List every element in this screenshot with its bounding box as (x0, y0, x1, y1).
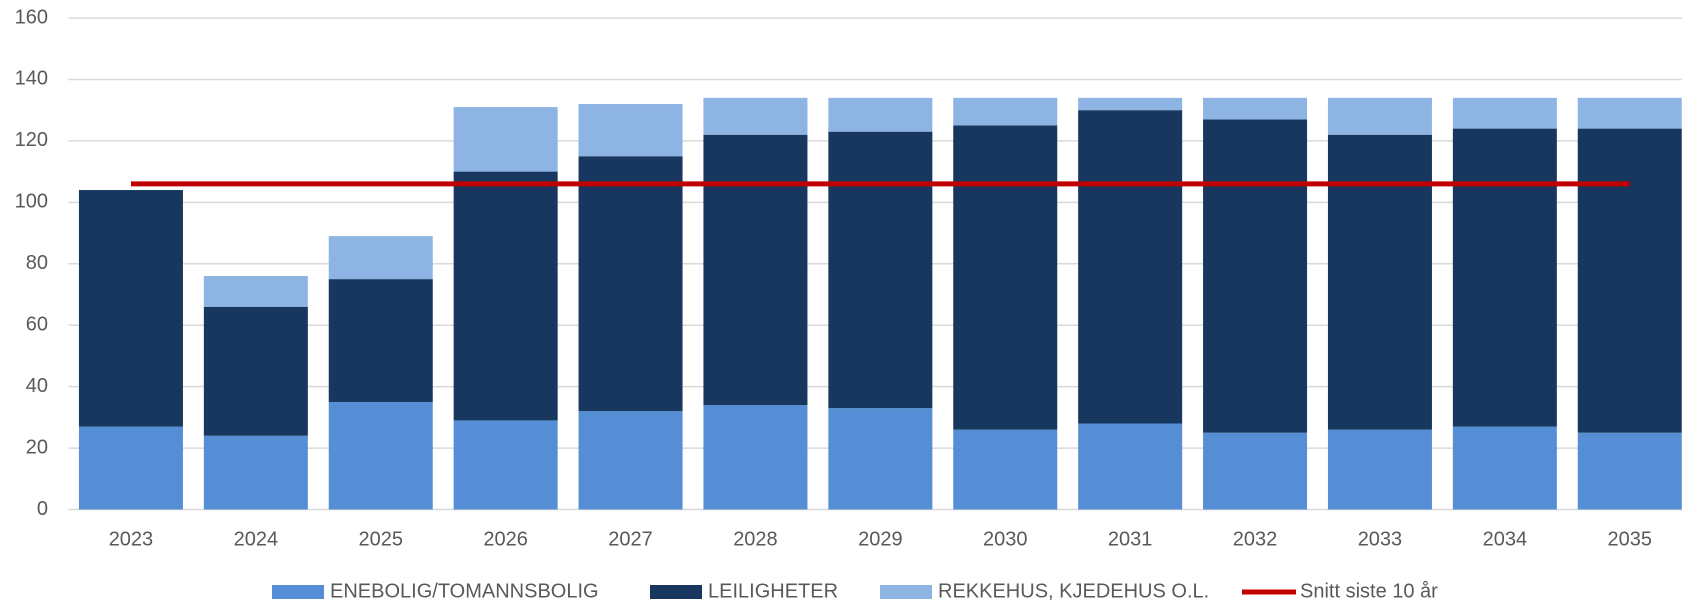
bar-segment (703, 97, 808, 135)
bar-segment (453, 107, 558, 172)
x-tick-label: 2025 (359, 528, 404, 550)
bar-segment (1577, 128, 1682, 433)
x-tick-label: 2024 (234, 528, 279, 550)
bar-segment (1327, 134, 1432, 430)
x-tick-label: 2030 (983, 528, 1028, 550)
bar-segment (1078, 97, 1183, 111)
bar-segment (1203, 97, 1308, 120)
legend-swatch (650, 585, 702, 599)
x-tick-label: 2028 (733, 528, 778, 550)
bar-segment (78, 190, 183, 427)
bar-segment (453, 420, 558, 510)
bar-segment (953, 97, 1058, 126)
bar-segment (1078, 423, 1183, 510)
x-tick-label: 2027 (608, 528, 653, 550)
bar-segment (1078, 110, 1183, 424)
bar-segment (453, 171, 558, 421)
bar-segment (828, 97, 933, 132)
x-tick-label: 2029 (858, 528, 903, 550)
bar-segment (328, 401, 433, 510)
bar-segment (1452, 426, 1557, 510)
x-tick-label: 2033 (1358, 528, 1403, 550)
bar-segment (953, 429, 1058, 510)
x-tick-label: 2023 (109, 528, 154, 550)
legend-swatch (880, 585, 932, 599)
bar-segment (1577, 432, 1682, 510)
y-tick-label: 160 (15, 6, 48, 28)
bar-segment (1577, 97, 1682, 129)
y-tick-label: 140 (15, 68, 48, 90)
legend-label: REKKEHUS, KJEDEHUS O.L. (938, 580, 1209, 602)
bar-segment (828, 131, 933, 409)
bar-segment (328, 236, 433, 280)
y-tick-label: 80 (26, 252, 48, 274)
x-tick-label: 2034 (1483, 528, 1528, 550)
bar-segment (203, 435, 308, 510)
legend-label: ENEBOLIG/TOMANNSBOLIG (330, 580, 599, 602)
bar-segment (1327, 97, 1432, 135)
bar-segment (578, 411, 683, 510)
bar-segment (203, 306, 308, 436)
bar-segment (1203, 432, 1308, 510)
bar-segment (703, 134, 808, 406)
legend-label: LEILIGHETER (708, 580, 838, 602)
x-tick-label: 2026 (483, 528, 528, 550)
bar-segment (1452, 97, 1557, 129)
legend-label: Snitt siste 10 år (1300, 580, 1438, 602)
y-tick-label: 60 (26, 313, 48, 335)
y-tick-label: 40 (26, 375, 48, 397)
bar-segment (703, 405, 808, 510)
bar-segment (578, 104, 683, 157)
bar-segment (328, 279, 433, 402)
bar-segment (953, 125, 1058, 430)
x-tick-label: 2032 (1233, 528, 1278, 550)
bar-segment (1452, 128, 1557, 427)
bar-segment (828, 408, 933, 510)
bar-segment (1203, 119, 1308, 433)
x-tick-label: 2031 (1108, 528, 1153, 550)
bar-segment (578, 156, 683, 412)
y-tick-label: 120 (15, 129, 48, 151)
bar-segment (78, 426, 183, 510)
y-tick-label: 20 (26, 436, 48, 458)
bar-segment (203, 276, 308, 307)
y-tick-label: 100 (15, 191, 48, 213)
legend-swatch (272, 585, 324, 599)
bar-segment (1327, 429, 1432, 510)
x-tick-label: 2035 (1608, 528, 1653, 550)
y-tick-label: 0 (37, 498, 48, 520)
